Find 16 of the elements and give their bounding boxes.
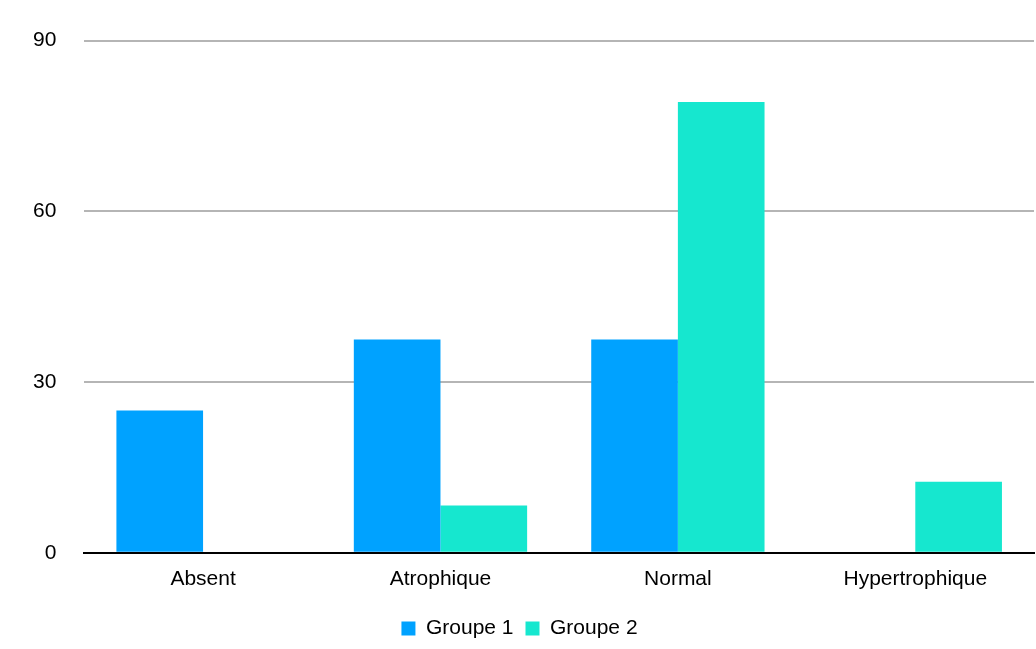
y-tick-label: 0 <box>44 539 57 563</box>
legend-label: Groupe 1 <box>425 615 514 639</box>
bar <box>353 339 441 552</box>
x-tick-label: Hypertrophique <box>843 566 988 590</box>
legend-label: Groupe 2 <box>550 615 638 639</box>
bar <box>440 505 528 552</box>
y-tick-label: 90 <box>33 27 57 51</box>
x-tick-label: Normal <box>644 566 712 590</box>
y-tick-label: 30 <box>33 368 57 392</box>
bar <box>116 410 204 552</box>
x-tick-label: Absent <box>170 566 236 590</box>
bar <box>915 481 1002 552</box>
bar <box>591 339 678 552</box>
x-tick-label: Atrophique <box>389 566 492 590</box>
y-tick-label: 60 <box>33 198 57 222</box>
bar <box>677 102 765 552</box>
